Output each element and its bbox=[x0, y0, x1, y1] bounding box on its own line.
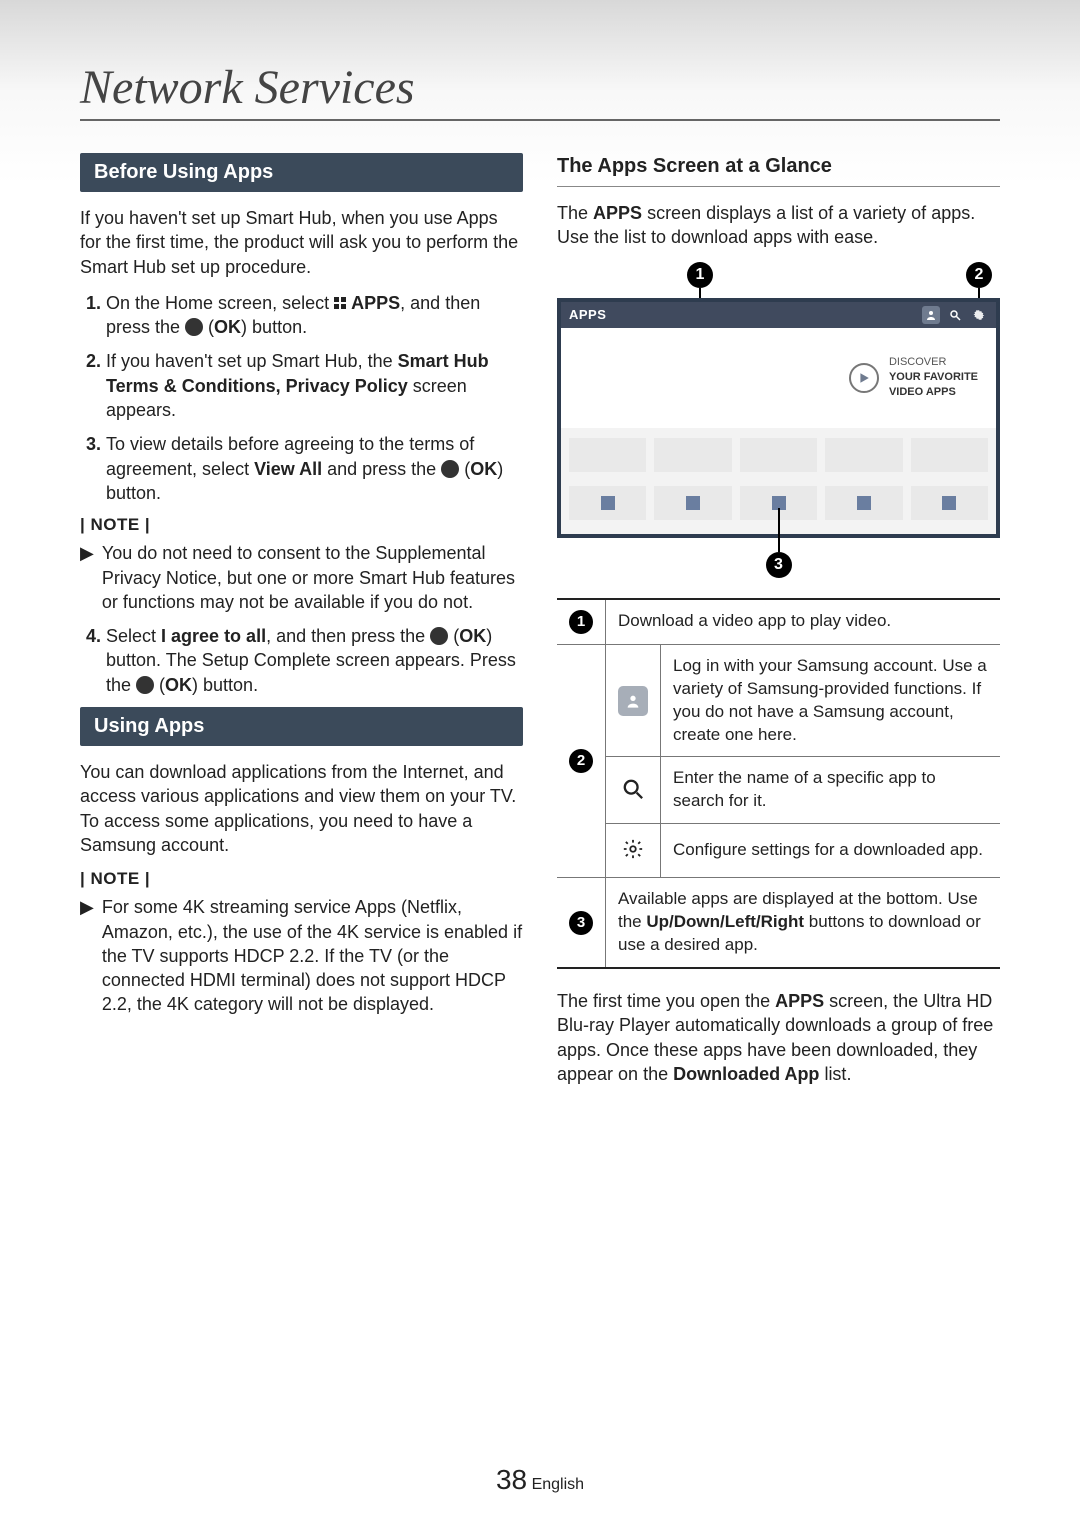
ok-icon bbox=[441, 460, 459, 478]
row2b-text: Enter the name of a specific app to sear… bbox=[661, 757, 1001, 824]
intro-paragraph: If you haven't set up Smart Hub, when yo… bbox=[80, 206, 523, 279]
subhead-apps-glance: The Apps Screen at a Glance bbox=[557, 155, 1000, 187]
ok-icon bbox=[136, 676, 154, 694]
page-footer: 38 English bbox=[0, 1464, 1080, 1496]
apps-frame: APPS bbox=[557, 298, 1000, 538]
outro-paragraph: The first time you open the APPS screen,… bbox=[557, 989, 1000, 1086]
gear-icon bbox=[618, 834, 648, 864]
badge-3: 3 bbox=[569, 911, 593, 935]
user-icon bbox=[618, 686, 648, 716]
callout-description-table: 1 Download a video app to play video. 2 … bbox=[557, 598, 1000, 970]
table-row: 1 Download a video app to play video. bbox=[557, 599, 1000, 645]
app-tile bbox=[654, 438, 731, 472]
section-before-using-apps: Before Using Apps bbox=[80, 153, 523, 192]
apps-row-1 bbox=[561, 434, 996, 476]
app-tile bbox=[569, 486, 646, 520]
left-column: Before Using Apps If you haven't set up … bbox=[80, 147, 523, 1098]
step-4: Select I agree to all, and then press th… bbox=[106, 624, 523, 697]
apps-header-icons bbox=[922, 306, 988, 324]
badge-2: 2 bbox=[569, 749, 593, 773]
callout-3: 3 bbox=[766, 552, 792, 578]
callout-bottom-row: 3 bbox=[557, 538, 1000, 580]
step-1: On the Home screen, select APPS, and the… bbox=[106, 291, 523, 340]
apps-hero: DISCOVER YOUR FAVORITE VIDEO APPS bbox=[561, 328, 996, 428]
table-row: 3 Available apps are displayed at the bo… bbox=[557, 878, 1000, 968]
callout-1: 1 bbox=[687, 262, 713, 288]
callout-top-row: 1 2 bbox=[557, 262, 1000, 298]
page-number: 38 bbox=[496, 1464, 527, 1495]
row1-text: Download a video app to play video. bbox=[606, 599, 1001, 645]
app-tile bbox=[654, 486, 731, 520]
apps-header-label: APPS bbox=[569, 307, 606, 322]
bullet-icon: ▶ bbox=[80, 895, 94, 1016]
search-icon bbox=[946, 306, 964, 324]
table-row: 2 Log in with your Samsung account. Use … bbox=[557, 644, 1000, 757]
play-icon bbox=[849, 363, 879, 393]
table-row: Configure settings for a downloaded app. bbox=[557, 824, 1000, 878]
right-column: The Apps Screen at a Glance The APPS scr… bbox=[557, 147, 1000, 1098]
setup-steps-cont: Select I agree to all, and then press th… bbox=[80, 624, 523, 697]
bullet-icon: ▶ bbox=[80, 541, 94, 614]
app-tile bbox=[911, 486, 988, 520]
note-label: | NOTE | bbox=[80, 869, 523, 889]
row3-text: Available apps are displayed at the bott… bbox=[606, 878, 1001, 968]
step-3: To view details before agreeing to the t… bbox=[106, 432, 523, 505]
search-icon bbox=[618, 774, 648, 804]
app-tile bbox=[740, 438, 817, 472]
ok-icon bbox=[430, 627, 448, 645]
note-label: | NOTE | bbox=[80, 515, 523, 535]
using-apps-intro: You can download applications from the I… bbox=[80, 760, 523, 857]
setup-steps: On the Home screen, select APPS, and the… bbox=[80, 291, 523, 505]
two-column-layout: Before Using Apps If you haven't set up … bbox=[80, 147, 1000, 1098]
app-tile bbox=[569, 438, 646, 472]
note-item: ▶ You do not need to consent to the Supp… bbox=[80, 541, 523, 614]
ok-icon bbox=[185, 318, 203, 336]
page-title: Network Services bbox=[80, 60, 1000, 121]
hero-text: DISCOVER YOUR FAVORITE VIDEO APPS bbox=[889, 355, 978, 400]
document-page: Network Services Before Using Apps If yo… bbox=[0, 0, 1080, 1098]
step-2: If you haven't set up Smart Hub, the Sma… bbox=[106, 349, 523, 422]
callout-2: 2 bbox=[966, 262, 992, 288]
section-using-apps: Using Apps bbox=[80, 707, 523, 746]
user-icon bbox=[922, 306, 940, 324]
table-row: Enter the name of a specific app to sear… bbox=[557, 757, 1000, 824]
page-language: English bbox=[532, 1476, 584, 1493]
pointer-line bbox=[778, 508, 780, 552]
apps-screen-diagram: 1 2 APPS bbox=[557, 262, 1000, 580]
app-tile bbox=[825, 486, 902, 520]
apps-glance-intro: The APPS screen displays a list of a var… bbox=[557, 201, 1000, 250]
app-tile bbox=[911, 438, 988, 472]
apps-header: APPS bbox=[561, 302, 996, 328]
row2c-text: Configure settings for a downloaded app. bbox=[661, 824, 1001, 878]
app-tile bbox=[825, 438, 902, 472]
note-item: ▶ For some 4K streaming service Apps (Ne… bbox=[80, 895, 523, 1016]
row2a-text: Log in with your Samsung account. Use a … bbox=[661, 644, 1001, 757]
apps-grid-icon bbox=[334, 297, 346, 309]
badge-1: 1 bbox=[569, 610, 593, 634]
gear-icon bbox=[970, 306, 988, 324]
